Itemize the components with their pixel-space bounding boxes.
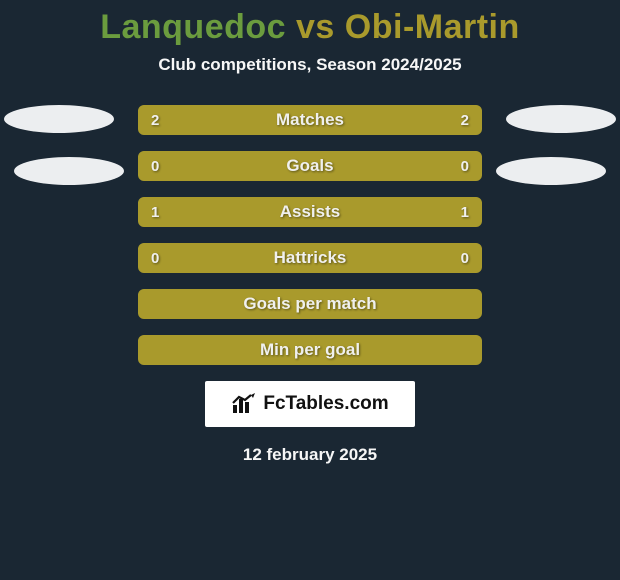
player1-name: Lanquedoc [100,8,286,46]
date-line: 12 february 2025 [0,445,620,465]
stat-label: Matches [139,106,481,134]
stat-row: Goals per match [138,289,482,319]
stat-label: Assists [139,198,481,226]
logo-box: FcTables.com [205,381,415,427]
vs-text: vs [286,8,345,46]
stat-row: Min per goal [138,335,482,365]
stat-row: Goals0 0 [138,151,482,181]
stat-value-left: 1 [151,198,159,226]
stat-label: Goals [139,152,481,180]
stat-row: Matches2 2 [138,105,482,135]
stat-value-right: 0 [461,152,469,180]
chart-icon [231,393,257,415]
logo-text: FcTables.com [263,393,388,415]
subtitle: Club competitions, Season 2024/2025 [0,55,620,75]
page-title: Lanquedoc vs Obi-Martin [0,0,620,47]
side-ellipse [496,157,606,185]
player2-name: Obi-Martin [345,8,520,46]
stat-label: Hattricks [139,244,481,272]
stats-area: Matches22Goals00Assists11Hattricks00Goal… [0,105,620,365]
stat-label: Goals per match [139,290,481,318]
stat-value-left: 2 [151,106,159,134]
stat-value-right: 2 [461,106,469,134]
stat-value-right: 1 [461,198,469,226]
stat-value-left: 0 [151,152,159,180]
stat-row: Assists1 1 [138,197,482,227]
stat-label: Min per goal [139,336,481,364]
stat-row: Hattricks0 0 [138,243,482,273]
stat-value-right: 0 [461,244,469,272]
side-ellipse [506,105,616,133]
side-ellipse [14,157,124,185]
stat-value-left: 0 [151,244,159,272]
side-ellipse [4,105,114,133]
